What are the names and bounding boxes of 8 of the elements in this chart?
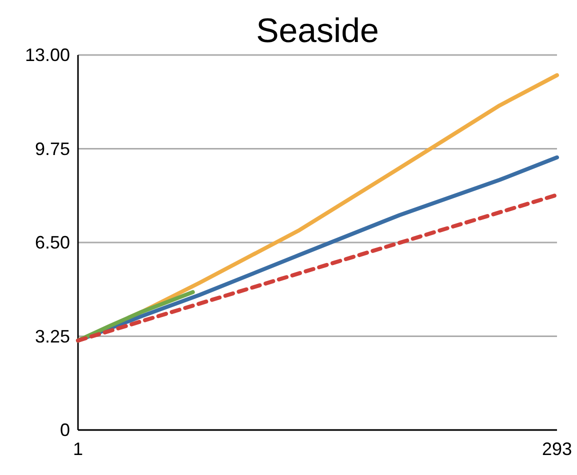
x-tick-label: 293	[542, 439, 572, 459]
y-tick-label: 13.00	[24, 45, 70, 65]
y-tick-label: 0	[60, 420, 70, 440]
y-tick-label: 9.75	[34, 138, 70, 159]
x-tick-label: 1	[72, 439, 84, 459]
chart-title: Seaside	[256, 12, 379, 50]
y-tick-label: 6.50	[34, 232, 70, 252]
y-tick-label: 3.25	[34, 326, 70, 346]
